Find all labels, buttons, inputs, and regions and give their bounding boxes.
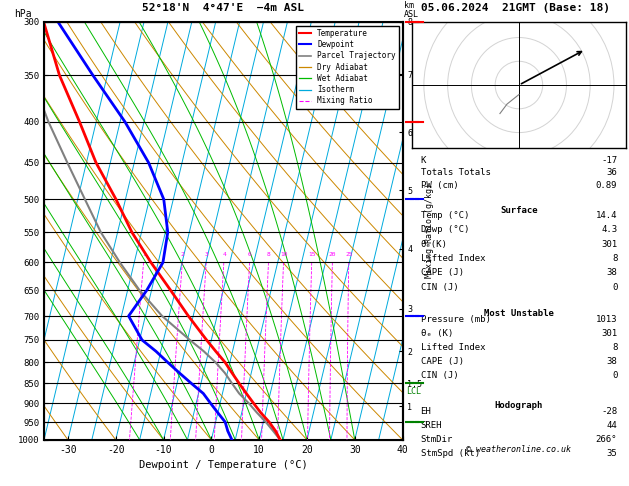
Text: 25: 25: [345, 252, 353, 257]
Text: StmSpd (kt): StmSpd (kt): [421, 450, 480, 458]
Legend: Temperature, Dewpoint, Parcel Trajectory, Dry Adiabat, Wet Adiabat, Isotherm, Mi: Temperature, Dewpoint, Parcel Trajectory…: [296, 26, 399, 108]
Text: 301: 301: [601, 240, 617, 249]
Text: EH: EH: [421, 407, 431, 416]
Text: K: K: [421, 156, 426, 165]
Text: Temp (°C): Temp (°C): [421, 211, 469, 220]
Text: 0: 0: [612, 283, 617, 292]
Text: Lifted Index: Lifted Index: [421, 343, 485, 352]
Text: CAPE (J): CAPE (J): [421, 268, 464, 278]
Text: 6: 6: [248, 252, 252, 257]
Text: 20: 20: [329, 252, 337, 257]
Text: Most Unstable: Most Unstable: [484, 310, 554, 318]
Text: 8: 8: [612, 343, 617, 352]
Text: 44: 44: [606, 421, 617, 430]
Y-axis label: Mixing Ratio (g/kg): Mixing Ratio (g/kg): [425, 183, 434, 278]
Text: 4: 4: [222, 252, 226, 257]
Text: 38: 38: [606, 357, 617, 366]
Text: SREH: SREH: [421, 421, 442, 430]
Text: -28: -28: [601, 407, 617, 416]
Text: 266°: 266°: [596, 435, 617, 444]
Text: Surface: Surface: [500, 206, 538, 215]
Text: LCL: LCL: [406, 387, 421, 396]
Text: 301: 301: [601, 329, 617, 338]
Text: 36: 36: [606, 169, 617, 177]
Text: Totals Totals: Totals Totals: [421, 169, 491, 177]
Text: 05.06.2024  21GMT (Base: 18): 05.06.2024 21GMT (Base: 18): [421, 3, 610, 13]
Text: 35: 35: [606, 450, 617, 458]
Text: CIN (J): CIN (J): [421, 283, 458, 292]
Text: 15: 15: [308, 252, 316, 257]
Text: -17: -17: [601, 156, 617, 165]
Text: Hodograph: Hodograph: [495, 401, 543, 410]
Text: Pressure (mb): Pressure (mb): [421, 315, 491, 324]
Text: 0: 0: [612, 371, 617, 380]
Text: PW (cm): PW (cm): [421, 181, 458, 190]
Text: 8: 8: [267, 252, 270, 257]
Text: © weatheronline.co.uk: © weatheronline.co.uk: [467, 445, 571, 454]
Text: 1: 1: [142, 252, 146, 257]
Text: 8: 8: [612, 254, 617, 263]
Text: 2: 2: [181, 252, 184, 257]
Text: θₑ (K): θₑ (K): [421, 329, 453, 338]
Text: θₑ(K): θₑ(K): [421, 240, 447, 249]
Text: 3: 3: [204, 252, 208, 257]
Text: CAPE (J): CAPE (J): [421, 357, 464, 366]
Text: km
ASL: km ASL: [404, 1, 419, 19]
Text: hPa: hPa: [14, 9, 31, 19]
Text: 52°18'N  4°47'E  −4m ASL: 52°18'N 4°47'E −4m ASL: [142, 3, 304, 13]
Text: 4.3: 4.3: [601, 225, 617, 234]
X-axis label: Dewpoint / Temperature (°C): Dewpoint / Temperature (°C): [139, 460, 308, 470]
Text: 10: 10: [280, 252, 287, 257]
Text: 14.4: 14.4: [596, 211, 617, 220]
Text: Lifted Index: Lifted Index: [421, 254, 485, 263]
Text: StmDir: StmDir: [421, 435, 453, 444]
Text: 1013: 1013: [596, 315, 617, 324]
Text: 0.89: 0.89: [596, 181, 617, 190]
Text: Dewp (°C): Dewp (°C): [421, 225, 469, 234]
Text: 38: 38: [606, 268, 617, 278]
Text: CIN (J): CIN (J): [421, 371, 458, 380]
